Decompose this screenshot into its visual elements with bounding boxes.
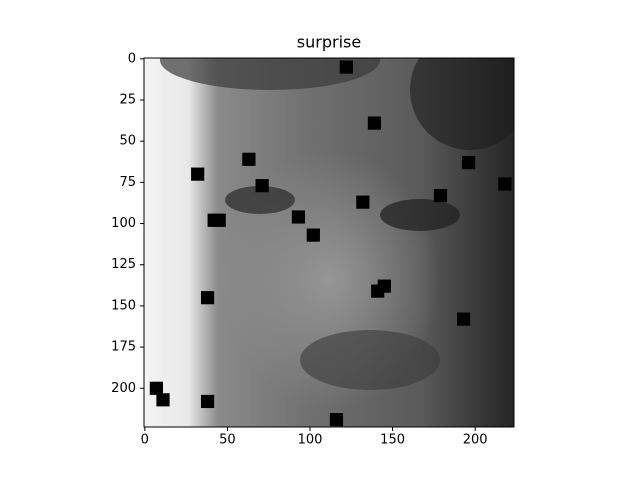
noise-patch [329, 412, 344, 427]
noise-patch [371, 284, 385, 298]
noise-patch [242, 152, 256, 166]
noise-patch [212, 213, 226, 227]
y-tick-label: 100 [111, 216, 136, 231]
noise-patch [356, 195, 370, 209]
noise-patch [149, 381, 163, 395]
noise-patch [457, 312, 471, 326]
noise-patch [498, 177, 512, 191]
y-tick-label: 175 [111, 340, 136, 355]
noise-patch [291, 210, 306, 224]
image [144, 58, 514, 427]
noise-patch [367, 116, 382, 130]
x-tick-label: 200 [463, 433, 488, 448]
axes-frame [143, 57, 515, 428]
title: surprise [297, 33, 361, 52]
y-tick-label: 50 [119, 134, 136, 149]
noise-patch [461, 156, 476, 170]
x-tick-label: 50 [219, 433, 236, 448]
noise-patch [200, 291, 215, 305]
noise-patch [200, 394, 215, 409]
y-tick-label: 75 [119, 175, 136, 190]
noise-patch [255, 179, 269, 193]
y-tick-label: 0 [128, 51, 136, 66]
noise-patch [306, 228, 320, 242]
y-tick-label: 25 [119, 93, 136, 108]
noise-patch [156, 393, 170, 407]
x-tick-label: 100 [298, 433, 323, 448]
y-tick-label: 200 [111, 381, 136, 396]
x-tick-label: 0 [141, 433, 149, 448]
y-tick-label: 125 [111, 257, 136, 272]
y-tick-label: 150 [111, 298, 136, 313]
noise-patch [433, 188, 448, 203]
x-tick-label: 150 [380, 433, 405, 448]
noise-patch [191, 167, 205, 181]
noise-patch [339, 60, 353, 74]
